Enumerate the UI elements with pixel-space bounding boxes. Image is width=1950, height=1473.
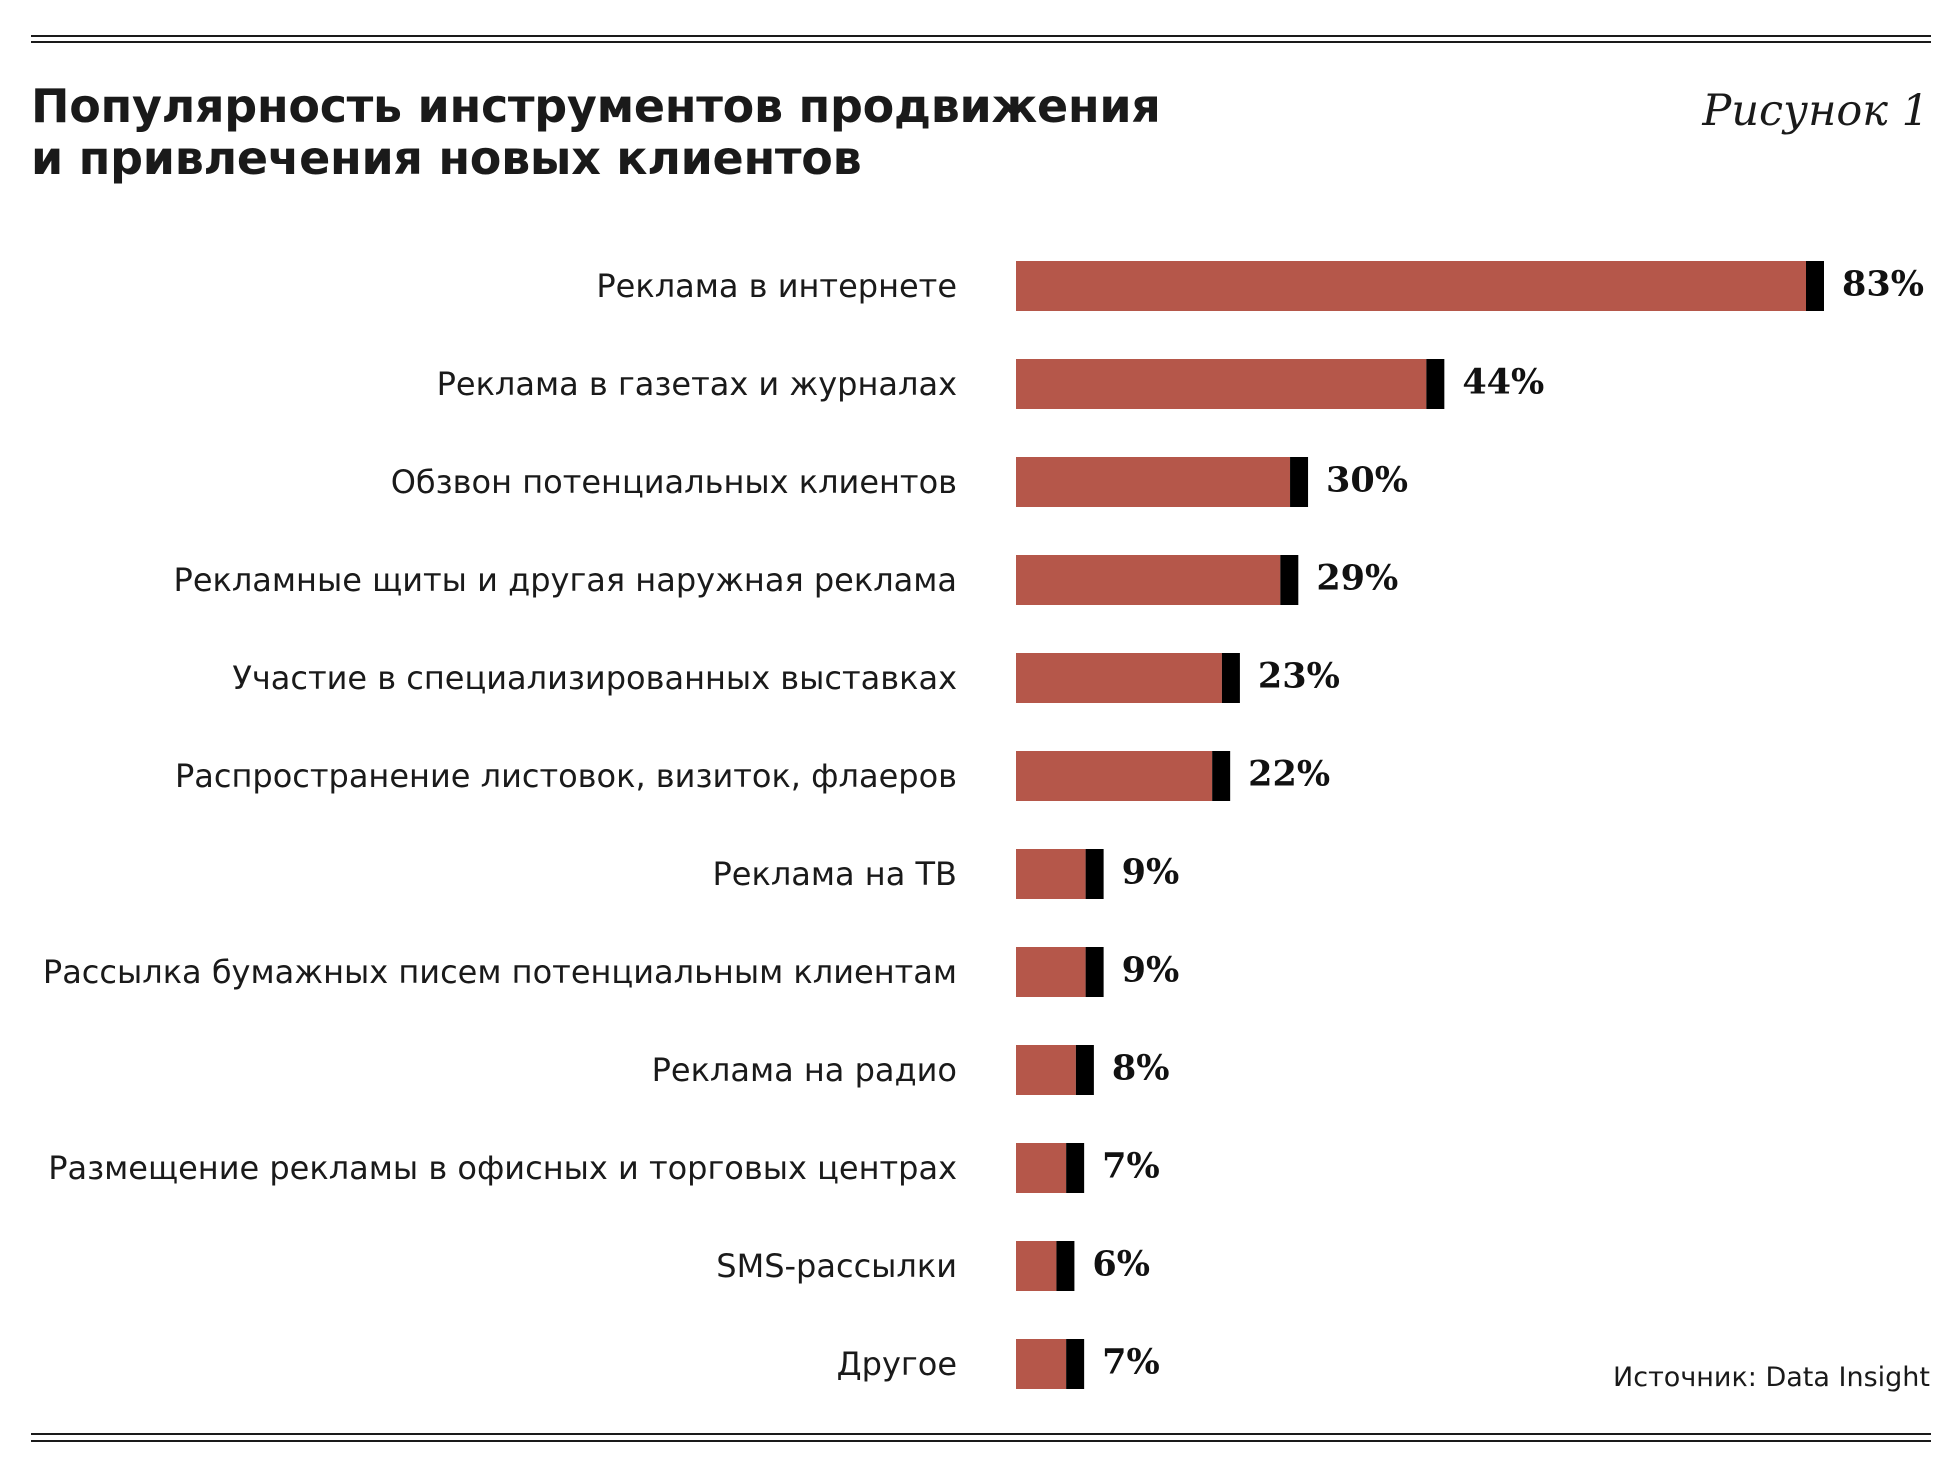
bar xyxy=(1016,1339,1067,1389)
bar-end-cap xyxy=(1806,261,1824,311)
category-label: Рассылка бумажных писем потенциальным кл… xyxy=(43,953,957,991)
category-label: Рекламные щиты и другая наружная реклама xyxy=(174,561,957,599)
category-label: Другое xyxy=(837,1345,957,1383)
bar xyxy=(1016,653,1222,703)
top-rule-2 xyxy=(31,41,1931,43)
bar-end-cap xyxy=(1085,849,1104,899)
bar-end-cap xyxy=(1221,653,1240,703)
bar-end-cap xyxy=(1066,1143,1085,1193)
category-label: Участие в специализированных выставках xyxy=(232,659,957,697)
bar xyxy=(1016,359,1427,409)
value-label: 9% xyxy=(1122,950,1180,991)
bar-end-cap xyxy=(1066,1339,1085,1389)
top-rule-1 xyxy=(31,35,1931,37)
bar xyxy=(1016,751,1213,801)
category-label: Реклама в интернете xyxy=(596,267,957,305)
bottom-rule-1 xyxy=(31,1433,1931,1435)
category-label: Распространение листовок, визиток, флаер… xyxy=(175,757,957,795)
bar-end-cap xyxy=(1212,751,1231,801)
bar xyxy=(1016,849,1086,899)
category-label: Реклама в газетах и журналах xyxy=(437,365,957,403)
bar-end-cap xyxy=(1290,457,1309,507)
value-label: 22% xyxy=(1248,754,1330,795)
value-label: 44% xyxy=(1462,362,1544,403)
bar xyxy=(1016,1045,1076,1095)
bar-end-cap xyxy=(1280,555,1299,605)
category-label: Реклама на ТВ xyxy=(713,855,958,893)
figure-label: Рисунок 1 xyxy=(1702,86,1929,136)
chart-title-line-2: и привлечения новых клиентов xyxy=(31,131,862,185)
value-label: 7% xyxy=(1102,1342,1160,1383)
value-label: 6% xyxy=(1092,1244,1150,1285)
value-label: 9% xyxy=(1122,852,1180,893)
chart-title: Популярность инструментов продвижения и … xyxy=(31,80,1161,184)
chart-title-line-1: Популярность инструментов продвижения xyxy=(31,79,1161,133)
bar xyxy=(1016,1143,1067,1193)
category-label: Обзвон потенциальных клиентов xyxy=(391,463,957,501)
category-label: Реклама на радио xyxy=(652,1051,957,1089)
value-label: 83% xyxy=(1842,264,1924,305)
bar xyxy=(1016,947,1086,997)
bar-end-cap xyxy=(1426,359,1445,409)
value-label: 7% xyxy=(1102,1146,1160,1187)
bar-end-cap xyxy=(1085,947,1104,997)
bar xyxy=(1016,1241,1057,1291)
value-label: 8% xyxy=(1112,1048,1170,1089)
bar-end-cap xyxy=(1056,1241,1075,1291)
category-label: SMS-рассылки xyxy=(716,1247,957,1285)
bottom-rule-2 xyxy=(31,1440,1931,1442)
category-label: Размещение рекламы в офисных и торговых … xyxy=(48,1149,957,1187)
source-note: Источник: Data Insight xyxy=(1613,1362,1930,1393)
bar xyxy=(1016,457,1291,507)
value-label: 30% xyxy=(1326,460,1408,501)
bar xyxy=(1016,555,1281,605)
bar-end-cap xyxy=(1075,1045,1094,1095)
bar xyxy=(1016,261,1806,311)
value-label: 23% xyxy=(1258,656,1340,697)
value-label: 29% xyxy=(1316,558,1398,599)
